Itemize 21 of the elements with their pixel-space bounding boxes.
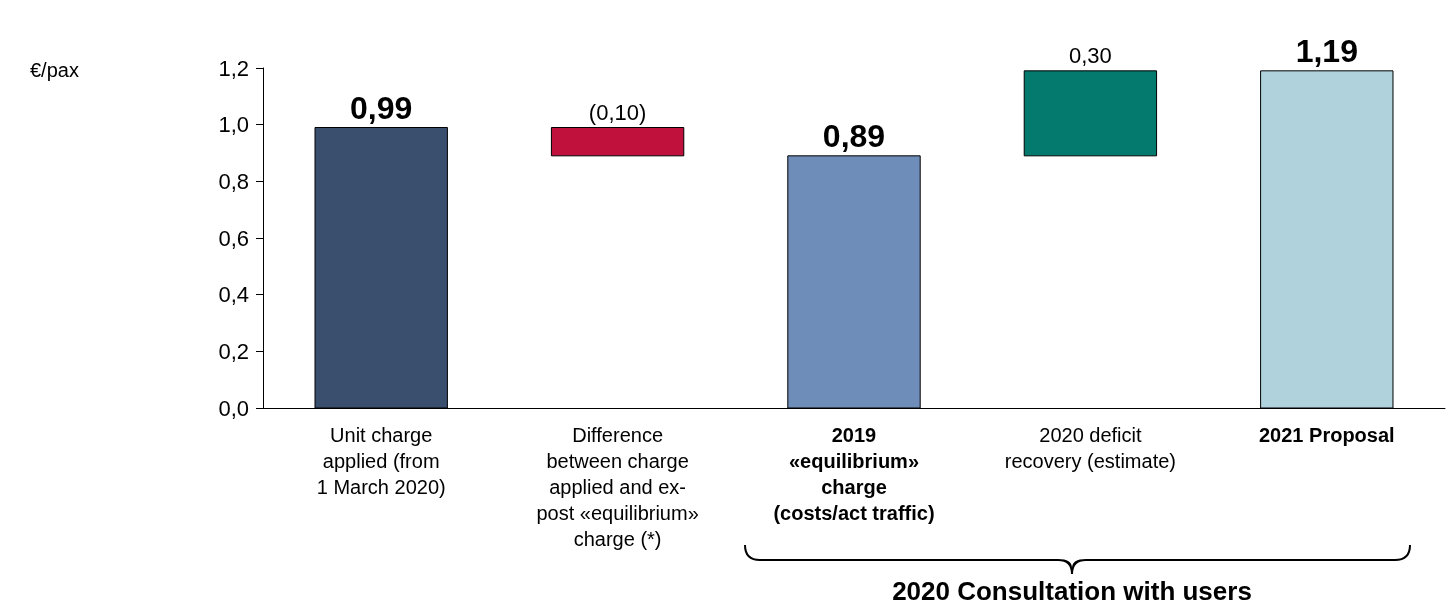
data-label: 0,89 — [822, 117, 886, 154]
text: €/pax — [30, 59, 79, 81]
bar — [550, 127, 685, 157]
y-tick-label: 0,0 — [218, 395, 249, 421]
y-tick-label: 0,4 — [218, 282, 249, 308]
data-label: 0,99 — [350, 89, 413, 126]
data-label: 0,30 — [1068, 43, 1112, 69]
y-tick-label: 1,2 — [218, 55, 249, 81]
x-tick-label: 2020 deficit recovery (estimate) — [1004, 424, 1176, 472]
y-tick-label: 0,2 — [218, 338, 249, 364]
x-tick-label: 2021 Proposal — [1258, 424, 1395, 446]
x-tick-label: Unit charge applied (from 1 March 2020) — [316, 424, 446, 498]
x-tick-label: 2019 «equilibrium» charge (costs/act traffic) — [773, 424, 935, 524]
y-tick-label: 0,8 — [218, 168, 249, 194]
y-tick-label: 0,6 — [218, 225, 249, 251]
x-tick-label: Difference between charge applied and ex- post «equilibrium» charge (*) — [536, 424, 699, 550]
data-label: 1,19 — [1295, 32, 1358, 69]
bar — [1023, 70, 1158, 157]
text: 2020 Consultation with users — [892, 576, 1252, 606]
data-label: (0,10) — [588, 100, 647, 125]
y-tick-label: 1,0 — [218, 112, 249, 138]
